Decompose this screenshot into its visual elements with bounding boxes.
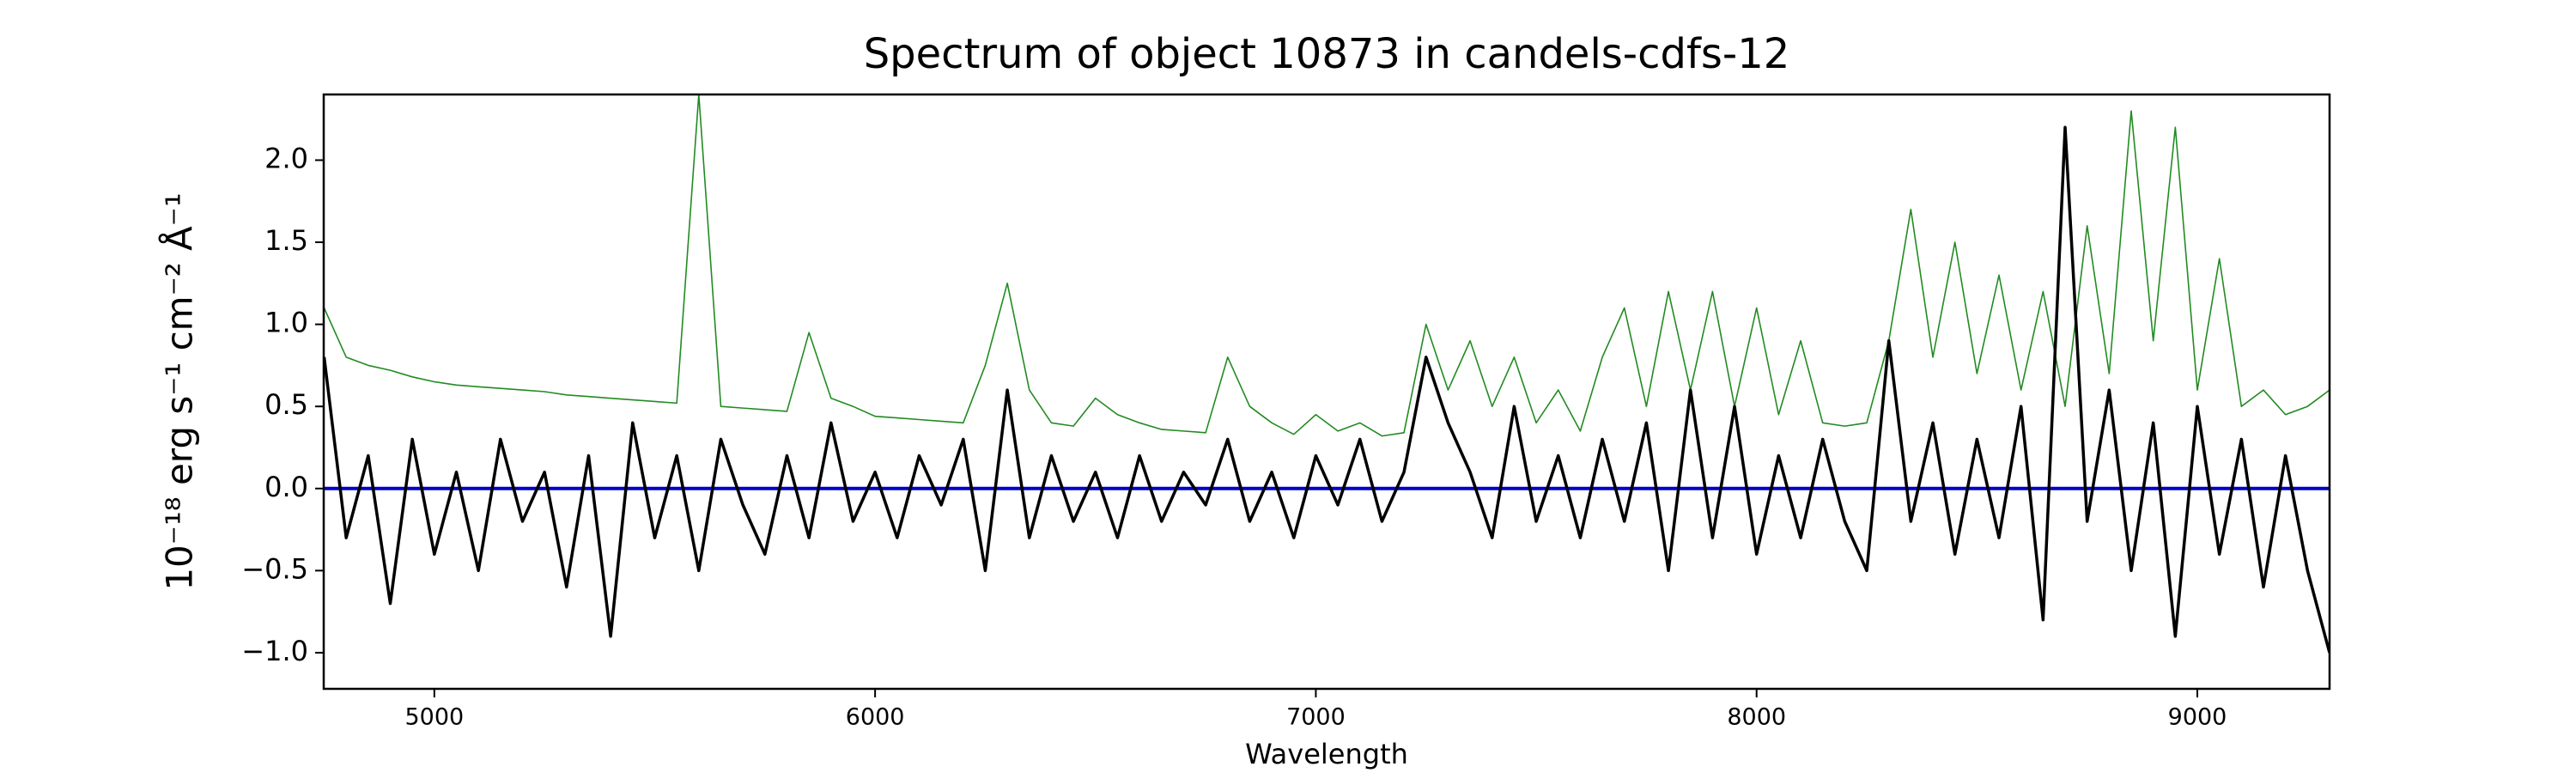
x-tick-label: 8000 <box>1727 704 1786 731</box>
plot-area <box>324 94 2330 654</box>
y-tick-label: 1.5 <box>264 224 308 257</box>
y-tick-label: −1.0 <box>241 635 308 667</box>
x-tick-label: 9000 <box>2168 704 2227 731</box>
spectrum-line <box>324 94 2330 437</box>
y-tick-label: 2.0 <box>264 142 308 174</box>
y-tick-label: 0.5 <box>264 388 308 421</box>
axes-frame <box>322 93 2331 691</box>
spectrum-line <box>324 125 2330 654</box>
y-tick-label: 1.0 <box>264 307 308 339</box>
x-axis-label: Wavelength <box>1245 738 1408 770</box>
x-tick-label: 6000 <box>846 704 905 731</box>
y-tick-label: 0.0 <box>264 471 308 503</box>
chart-title: Spectrum of object 10873 in candels-cdfs… <box>864 30 1790 78</box>
x-tick-label: 5000 <box>404 704 464 731</box>
y-tick-label: −0.5 <box>241 552 308 585</box>
x-tick-label: 7000 <box>1286 704 1346 731</box>
y-axis-label: 10⁻¹⁸ erg s⁻¹ cm⁻² Å⁻¹ <box>158 192 201 590</box>
